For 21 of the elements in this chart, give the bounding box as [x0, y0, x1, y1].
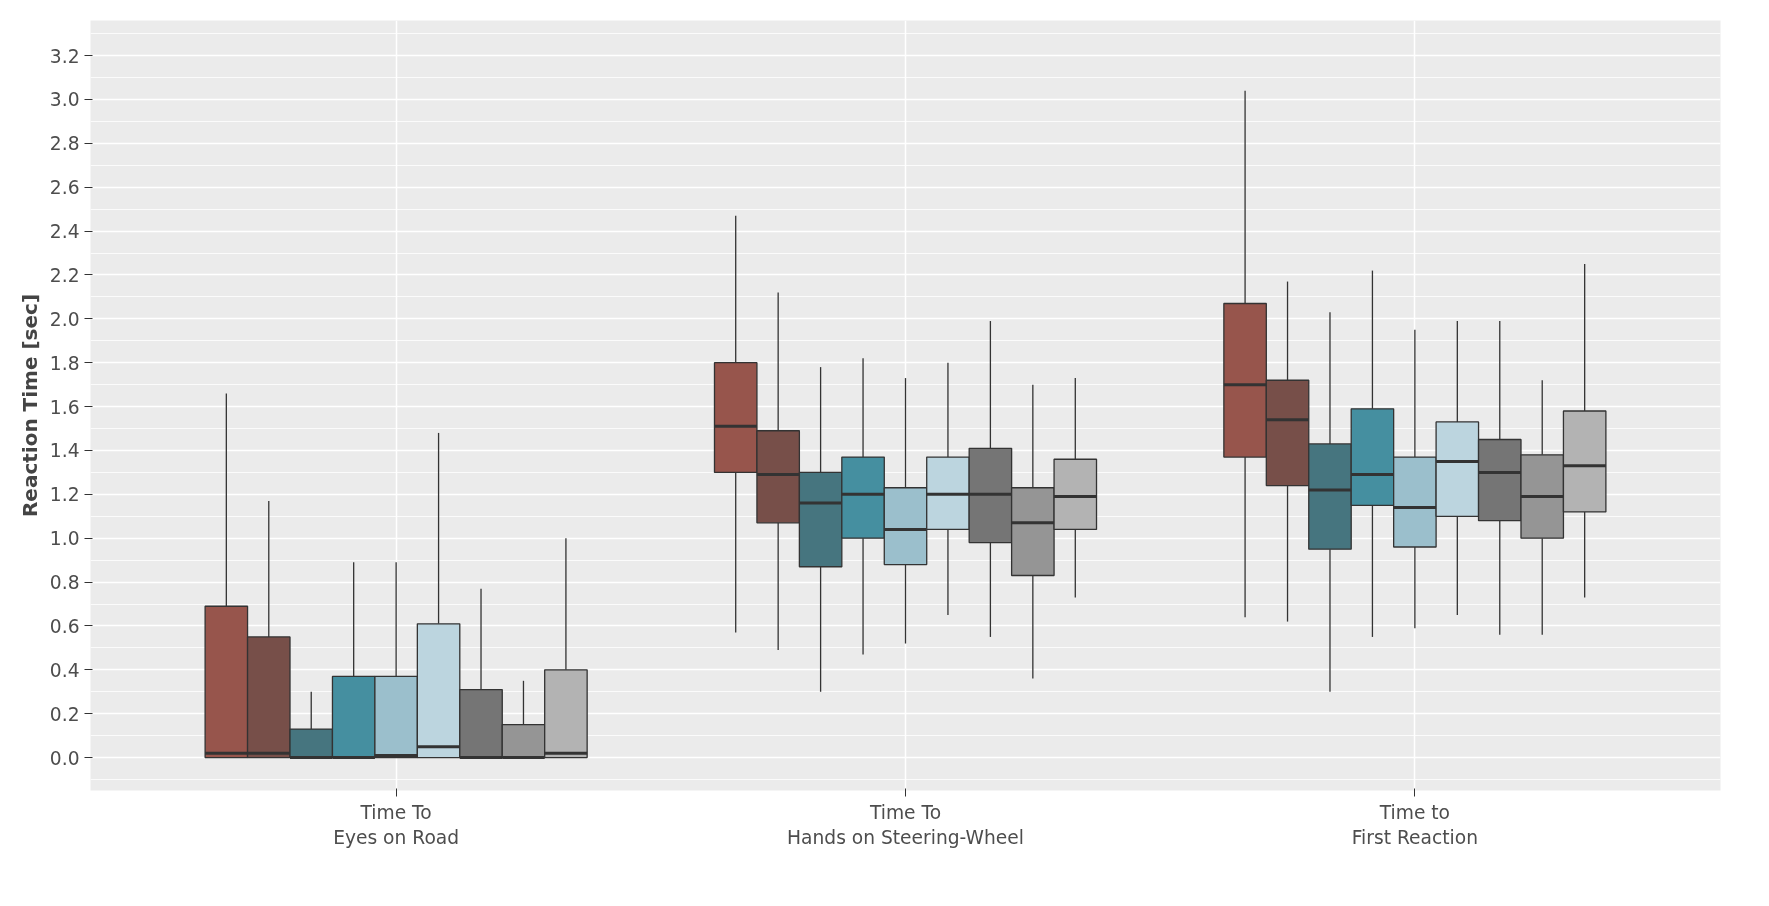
- y-tick-label: 3.2: [49, 45, 80, 67]
- y-tick-label: 2.6: [49, 177, 80, 199]
- y-tick-label: 1.4: [49, 440, 80, 462]
- y-axis-title: Reaction Time [sec]: [17, 293, 42, 518]
- y-tick-label: 1.6: [49, 396, 80, 418]
- y-tick-label: 0.4: [49, 659, 80, 681]
- x-tick-label: Time To Hands on Steering-Wheel: [787, 801, 1024, 848]
- y-tick-label: 3.0: [49, 89, 80, 111]
- y-tick-label: 0.0: [49, 747, 80, 769]
- y-tick-label: 0.8: [49, 572, 80, 594]
- y-tick-label: 1.8: [49, 352, 80, 374]
- x-tick-label: Time To Eyes on Road: [333, 801, 460, 848]
- y-tick-label: 1.0: [49, 528, 80, 550]
- x-tick-label: Time to First Reaction: [1351, 801, 1478, 848]
- y-tick-label: 2.0: [49, 308, 80, 330]
- y-tick-label: 2.4: [49, 221, 80, 243]
- y-tick-label: 1.2: [49, 484, 80, 506]
- y-tick-label: 0.2: [49, 703, 80, 725]
- y-tick-label: 0.6: [49, 615, 80, 637]
- y-tick-label: 2.2: [49, 264, 80, 286]
- y-tick-label: 2.8: [49, 133, 80, 155]
